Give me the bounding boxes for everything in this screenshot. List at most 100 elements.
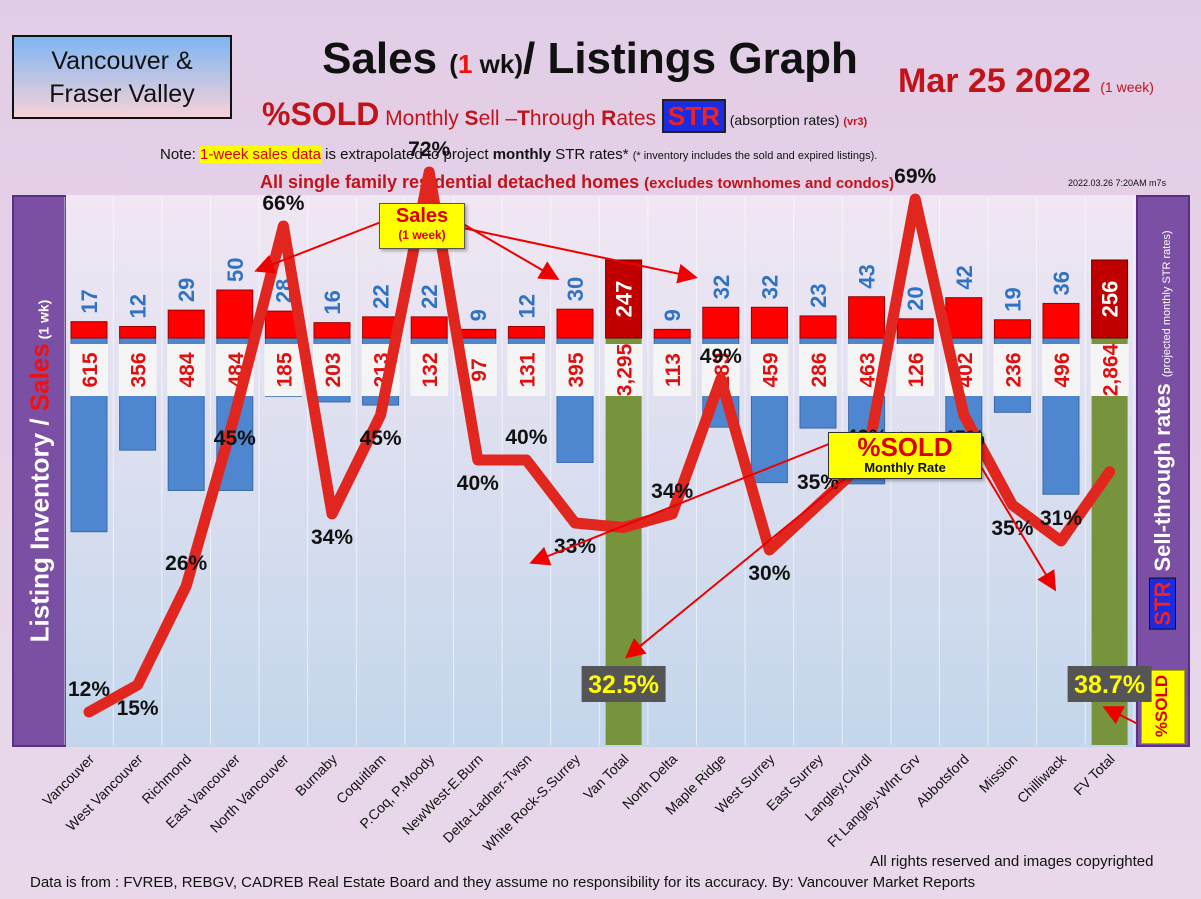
str-percent-label: 35% (991, 517, 1033, 540)
sales-bar (896, 318, 934, 339)
sales-value-label: 247 (612, 281, 637, 318)
source-footer: Data is from : FVREB, REBGV, CADREB Real… (30, 874, 976, 891)
inventory-value-label: 236 (1002, 352, 1025, 387)
inventory-label-box (604, 344, 643, 396)
date-text: Mar 25 2022 (898, 62, 1091, 100)
sales-bar (70, 321, 108, 339)
sales-value-label: 29 (174, 278, 199, 302)
subtitle-sold: %SOLD (262, 96, 380, 132)
total-sales-bar (1091, 259, 1129, 339)
inventory-label-box (264, 344, 303, 396)
inventory-value-label: 459 (759, 352, 782, 387)
callout-arrow (1102, 706, 1139, 725)
sales-bar (556, 308, 594, 339)
inventory-value-label: 496 (1051, 352, 1074, 387)
inventory-value-label: 395 (565, 352, 588, 387)
inventory-label-box (750, 344, 789, 396)
str-percent-label: 30% (748, 562, 790, 585)
region-line2: Fraser Valley (49, 80, 195, 108)
str-percent-label: 15% (117, 697, 159, 720)
sales-bar (459, 328, 497, 339)
total-str-label: 32.5% (588, 671, 659, 699)
subtitle-r: R (601, 107, 617, 130)
sales-bar (507, 325, 545, 339)
subtitle-ates: ates (616, 107, 662, 130)
single-b: (excludes townhomes and condos) (644, 175, 895, 192)
callout-arrow (979, 464, 1057, 592)
inventory-label-box (556, 344, 594, 396)
category-label: Delta-Ladner-Twsn (440, 751, 535, 846)
sales-value-label: 42 (952, 265, 977, 289)
str-percent-label: 40% (457, 472, 499, 495)
str-percent-label: 69% (894, 165, 936, 188)
sales-value-label: 23 (806, 283, 831, 307)
str-line (83, 166, 1116, 718)
title-part-a: Sales (322, 34, 450, 83)
subtitle-t: T (517, 107, 530, 130)
single-a: All single family residential detached h… (260, 172, 645, 192)
subtitle-hrough: hrough (529, 107, 602, 130)
sold-tag-box (1141, 670, 1185, 744)
right-axis-panel (1136, 195, 1190, 747)
sales-value-label: 12 (126, 294, 151, 318)
sales-value-label: 50 (223, 258, 248, 282)
title-wk: wk) (472, 49, 523, 79)
total-str-label: 38.7% (1074, 671, 1145, 699)
sales-callout: Sales (1 week) (379, 203, 465, 249)
sales-bar (653, 328, 691, 339)
str-percent-label: 26% (165, 552, 207, 575)
sales-value-label: 19 (1000, 287, 1025, 311)
str-percent-label: 40% (505, 426, 547, 449)
sold-callout-title: %SOLD (857, 432, 953, 462)
timestamp: 2022.03.26 7:20AM m7s (1068, 178, 1167, 188)
inventory-value-label: 97 (468, 358, 491, 381)
note-highlight: 1-week sales data (200, 146, 321, 163)
callout-arrow (254, 221, 382, 274)
total-sales-bar (605, 259, 643, 339)
category-label: Burnaby (292, 751, 340, 799)
date-suffix: (1 week) (1100, 79, 1154, 95)
chart-date: Mar 25 2022 (1 week) (898, 62, 1154, 101)
inventory-value-label: 2,864 (1100, 343, 1123, 396)
str-percent-label: 34% (311, 526, 353, 549)
sales-value-label: 20 (903, 286, 928, 310)
sales-value-label: 30 (563, 277, 588, 301)
sales-bar (167, 309, 205, 339)
sales-value-label: 22 (417, 284, 442, 308)
note-b: is extrapolated to project (320, 146, 493, 163)
sales-bar (313, 322, 351, 339)
sales-value-label: 32 (757, 275, 782, 299)
title-paren: ( (449, 49, 458, 79)
category-label: Ft Langley-Wlnt Grv (824, 751, 923, 850)
callout-arrow (462, 227, 698, 284)
sales-bar (993, 319, 1031, 339)
sales-value-label: 16 (320, 290, 345, 314)
inventory-value-label: 126 (905, 352, 928, 387)
str-percent-label: 66% (262, 192, 304, 215)
sales-bar (945, 297, 983, 339)
sales-value-label: 17 (77, 289, 102, 313)
subtitle-s: S (464, 107, 479, 130)
category-label: Chilliwack (1014, 750, 1070, 806)
str-percent-label: 45% (360, 427, 402, 450)
inventory-label-box (70, 344, 108, 396)
inventory-value-label: 3,295 (614, 343, 637, 396)
chart-title: Sales (1 wk)/ Listings Graph (250, 34, 930, 84)
total-str-box (581, 666, 666, 702)
sales-bar (702, 306, 740, 339)
subtitle-absorption: (absorption rates) (725, 112, 844, 128)
inventory-label-box (410, 344, 449, 396)
note-small: (* inventory includes the sold and expir… (632, 150, 878, 162)
sales-value-label: 12 (514, 294, 539, 318)
sales-value-label: 32 (709, 275, 734, 299)
sales-value-label: 22 (369, 284, 394, 308)
str-percent-label: 12% (68, 678, 110, 701)
subtitle-str-badge: STR (661, 99, 726, 133)
single-family-line: All single family residential detached h… (260, 172, 894, 193)
inventory-value-label: 356 (128, 352, 151, 387)
inventory-label-box (993, 344, 1032, 396)
inventory-value-label: 131 (516, 352, 539, 387)
inventory-label-box (1090, 344, 1129, 396)
note-c: STR rates* (551, 146, 633, 163)
subtitle-ell: ell – (478, 107, 518, 130)
